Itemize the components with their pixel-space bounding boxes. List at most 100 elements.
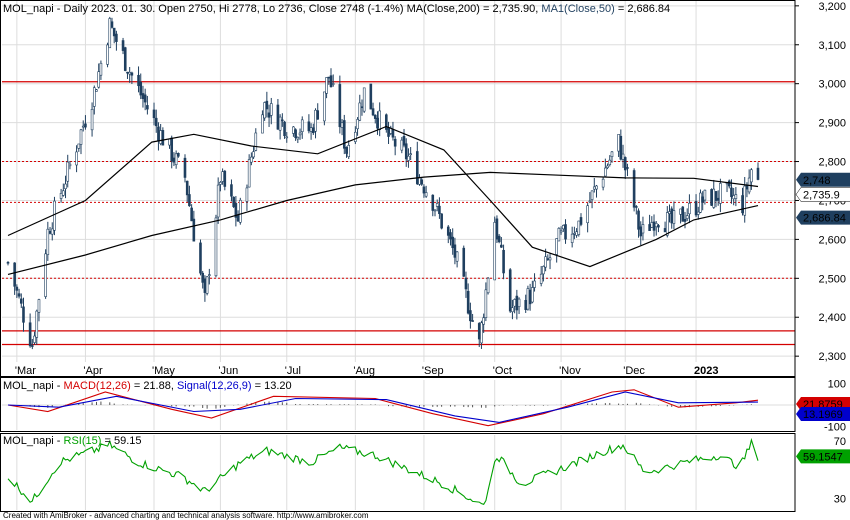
candle-body <box>154 117 158 127</box>
panel-frame <box>0 433 796 512</box>
candle-body <box>595 185 598 190</box>
candle-body <box>234 203 238 218</box>
rsi-y-axis: 70 30 <box>834 436 846 506</box>
candle-body <box>267 112 271 118</box>
candle-body <box>214 217 218 277</box>
candle-body <box>347 145 351 157</box>
candle-body <box>435 203 439 207</box>
candle-body <box>641 224 645 234</box>
badge-ma200-shape <box>795 187 850 202</box>
candle-body <box>526 288 530 310</box>
ma200-line <box>7 171 759 275</box>
panel-frame <box>0 377 796 432</box>
price-y-tick-label: 2,300 <box>818 351 846 363</box>
candle-body <box>139 81 143 96</box>
candle-body <box>570 233 574 243</box>
candle-body <box>440 213 443 229</box>
candle-body <box>115 33 118 42</box>
candle-body <box>188 194 191 207</box>
candle-body <box>451 236 454 249</box>
candle-body <box>557 228 561 242</box>
candle-body <box>338 84 342 128</box>
candle-body <box>588 200 592 203</box>
candle-body <box>539 273 543 284</box>
candle-body <box>205 276 209 294</box>
candle-body <box>418 177 421 185</box>
candle-body <box>586 205 589 224</box>
candle-body <box>608 159 612 165</box>
candle-body <box>663 228 667 233</box>
rsi-y-tick-label: 30 <box>834 493 846 505</box>
candle-body <box>672 210 676 224</box>
candle-body <box>323 91 326 122</box>
candle-body <box>278 116 282 131</box>
candle-body <box>701 196 704 203</box>
candle-body <box>670 208 674 224</box>
candle-body <box>657 225 660 228</box>
candle-body <box>307 121 311 132</box>
macd-panel: MOL_napi - MACD(12,26) = 21.88, Signal(1… <box>0 378 796 431</box>
candle-body <box>497 235 501 243</box>
candle-body <box>683 218 687 222</box>
candle-body <box>688 202 691 215</box>
candle-body <box>342 120 346 149</box>
candle-body <box>316 110 320 120</box>
signal-line <box>7 391 759 423</box>
candle-body <box>269 103 273 116</box>
candle-body <box>281 119 284 122</box>
candle-body <box>44 253 47 297</box>
candle-body <box>716 197 720 201</box>
rsi-line <box>7 437 759 505</box>
candle-body <box>283 121 286 137</box>
candle-body <box>190 207 193 222</box>
candle-body <box>477 323 481 340</box>
candle-body <box>730 187 733 198</box>
candle-body <box>555 238 558 255</box>
candle-body <box>230 184 233 197</box>
candle-body <box>741 195 744 214</box>
candle-body <box>327 76 331 79</box>
candle-body <box>265 100 269 110</box>
candle-body <box>325 77 328 94</box>
candle-body <box>546 258 550 260</box>
candle-body <box>6 261 10 264</box>
candle-body <box>575 231 578 236</box>
price-y-tick-label: 3,000 <box>818 79 846 91</box>
candle-body <box>254 132 258 151</box>
candle-body <box>79 129 83 145</box>
candle-body <box>579 217 583 225</box>
candle-body <box>68 163 72 167</box>
candle-body <box>177 152 180 157</box>
candle-body <box>146 105 149 110</box>
x-tick-label: 'Dec <box>623 365 645 377</box>
candle-body <box>66 161 70 182</box>
candle-body <box>404 143 408 160</box>
price-title: MOL_napi - Daily 2023. 01. 30. Open 2750… <box>3 3 670 15</box>
macd-y-tick-label: -100 <box>824 422 846 434</box>
candle-body <box>544 256 547 268</box>
candle-body <box>415 151 419 185</box>
candle-body <box>373 114 377 119</box>
candle-body <box>199 242 202 274</box>
candle-body <box>92 87 96 107</box>
macd-y-axis: 100 -100 <box>824 378 846 433</box>
candle-body <box>482 317 485 325</box>
candle-body <box>97 71 101 88</box>
badge-signal-label: 13.1969 <box>803 409 843 421</box>
candle-body <box>172 157 176 163</box>
candle-body <box>28 322 32 347</box>
candle-body <box>431 194 435 211</box>
badge-close-label: 2,748 <box>803 175 831 187</box>
x-tick-label: 'Nov <box>559 365 581 377</box>
candle-body <box>685 215 689 219</box>
candle-body <box>610 151 614 158</box>
candle-body <box>59 193 63 199</box>
candle-body <box>223 170 227 187</box>
candle-body <box>53 200 56 231</box>
candle-body <box>606 165 609 169</box>
candle-body <box>714 191 718 201</box>
candle-body <box>48 231 52 234</box>
candle-body <box>623 157 627 171</box>
candle-body <box>170 137 174 162</box>
